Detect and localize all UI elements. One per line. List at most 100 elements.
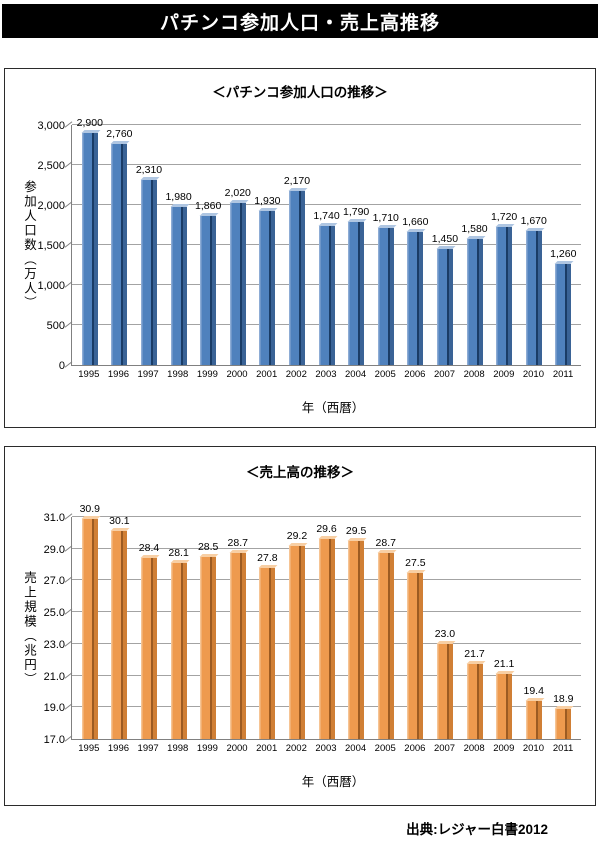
x-tick-label: 1995: [78, 743, 100, 754]
bar-slot: 1,720: [489, 125, 519, 365]
x-tick-label: 2001: [256, 369, 278, 380]
bar-slot: 29.6: [312, 517, 342, 739]
bar-slot: 1,860: [193, 125, 223, 365]
x-tick-label: 2005: [374, 369, 396, 380]
bar: [348, 540, 365, 739]
y-tick-label: 19.0: [43, 702, 65, 715]
bar-slot: 1,450: [430, 125, 460, 365]
bar-value-label: 1,580: [461, 222, 488, 235]
bar-value-label: 1,740: [313, 209, 340, 222]
page-title: パチンコ参加人口・売上高推移: [159, 12, 440, 34]
x-tick-label: 1999: [196, 369, 218, 380]
source-citation: 出典:レジャー白書2012: [406, 822, 548, 837]
bar: [111, 531, 128, 739]
y-tick-label: 2,000: [37, 200, 65, 213]
bar-value-label: 29.2: [286, 529, 308, 542]
bar: [140, 180, 157, 365]
bar-value-label: 1,930: [254, 194, 281, 207]
bar-value-label: 1,260: [550, 248, 577, 261]
bar-slot: 1,740: [312, 125, 342, 365]
x-tick-label: 2003: [315, 743, 337, 754]
x-tick-label: 2008: [463, 743, 485, 754]
bar: [407, 572, 424, 739]
bar: [377, 553, 394, 739]
bar: [555, 264, 572, 365]
bar: [318, 225, 335, 365]
bar-value-label: 2,760: [106, 128, 133, 141]
x-tick-label: 2010: [522, 369, 544, 380]
bar-value-label: 1,720: [490, 211, 518, 224]
x-tick-label: 1996: [107, 743, 130, 754]
bar-slot: 2,310: [134, 125, 164, 365]
y-tick-label: 1,000: [37, 280, 65, 293]
bar-value-label: 27.5: [405, 556, 426, 569]
bar-value-label: 1,710: [372, 212, 399, 225]
x-tick-label: 2011: [552, 743, 574, 754]
bar: [229, 203, 246, 365]
x-tick-label: 2003: [315, 369, 337, 380]
bar-value-label: 1,450: [431, 233, 459, 245]
bar-value-label: 28.5: [197, 540, 219, 553]
x-axis-title: 年（西暦）: [301, 775, 365, 789]
x-tick-label: 2002: [285, 743, 307, 754]
bar-value-label: 19.4: [523, 684, 544, 697]
bar: [200, 556, 217, 739]
bar: [436, 249, 453, 365]
bar-value-label: 2,020: [224, 187, 251, 200]
bar: [288, 545, 305, 739]
bar-slot: 2,900: [75, 117, 105, 365]
bar-value-label: 21.7: [464, 648, 485, 661]
bar-slot: 1,930: [253, 125, 283, 365]
y-tick-label: 0: [58, 360, 65, 372]
bars-container: 30.9 30.1 28.4 28.1 28.5 28.7 27.8 29.2 29.6 29.5…: [72, 503, 581, 739]
bar-value-label: 30.1: [109, 515, 130, 528]
bar: [140, 558, 157, 739]
x-tick-label: 2011: [552, 369, 574, 380]
x-axis-ticks: 1995 1996 1997 1998 1999 2000 2001 2002 2003 2004…: [71, 743, 581, 754]
bar-slot: 1,660: [401, 125, 431, 365]
plot-area: 2,900 2,760 2,310 1,980 1,860 2,020 1,930 2,170…: [64, 117, 581, 368]
sales-chart-panel: ＜売上高の推移＞ 売上規模（兆円） 17.0 19.0 21.0 23.0 25.0 27…: [4, 446, 596, 806]
x-tick-label: 2009: [493, 743, 515, 754]
y-tick-label: 2,500: [37, 160, 65, 172]
bar-value-label: 1,980: [165, 190, 192, 203]
grid-line: [72, 516, 581, 517]
x-tick-label: 1998: [167, 743, 189, 754]
x-tick-label: 2000: [226, 369, 248, 380]
bar-value-label: 28.4: [138, 542, 160, 555]
x-tick-label: 1998: [167, 369, 189, 380]
bar-slot: 27.5: [401, 517, 431, 739]
bar-slot: 2,170: [282, 125, 312, 365]
bar: [259, 210, 276, 365]
bar-slot: 19.4: [519, 517, 549, 739]
bar-slot: 28.1: [164, 517, 194, 739]
bar-slot: 23.0: [430, 517, 460, 739]
bar: [555, 708, 572, 739]
bar-value-label: 30.9: [79, 502, 101, 515]
bar-value-label: 1,670: [520, 215, 547, 228]
bar: [348, 221, 365, 365]
x-tick-label: 2000: [226, 743, 248, 754]
grid-line: [72, 164, 581, 165]
page-header: パチンコ参加人口・売上高推移: [2, 4, 598, 38]
chart-body: 参加人口数（万人） 0 500 1,000 1,500 2,000 2,500 3,000 …: [5, 117, 595, 372]
x-tick-label: 1996: [107, 369, 130, 380]
chart-title: ＜パチンコ参加人口の推移＞: [212, 85, 388, 100]
bar-value-label: 2,310: [135, 164, 163, 177]
bar: [377, 228, 394, 365]
x-tick-label: 2007: [433, 743, 456, 754]
bar: [407, 232, 424, 365]
y-tick-label: 1,500: [37, 240, 65, 252]
bar: [525, 231, 542, 365]
bar-slot: 1,790: [341, 125, 371, 365]
bar: [318, 539, 335, 739]
x-tick-label: 2006: [404, 743, 426, 754]
bar: [525, 700, 542, 739]
bar: [170, 206, 187, 365]
bar-slot: 29.5: [341, 517, 371, 739]
bar: [259, 567, 276, 739]
bar: [288, 191, 305, 365]
chart-body: 売上規模（兆円） 17.0 19.0 21.0 23.0 25.0 27.0 29.0 31.…: [5, 503, 595, 746]
bar-value-label: 27.8: [257, 551, 278, 564]
x-tick-label: 1997: [137, 743, 159, 754]
